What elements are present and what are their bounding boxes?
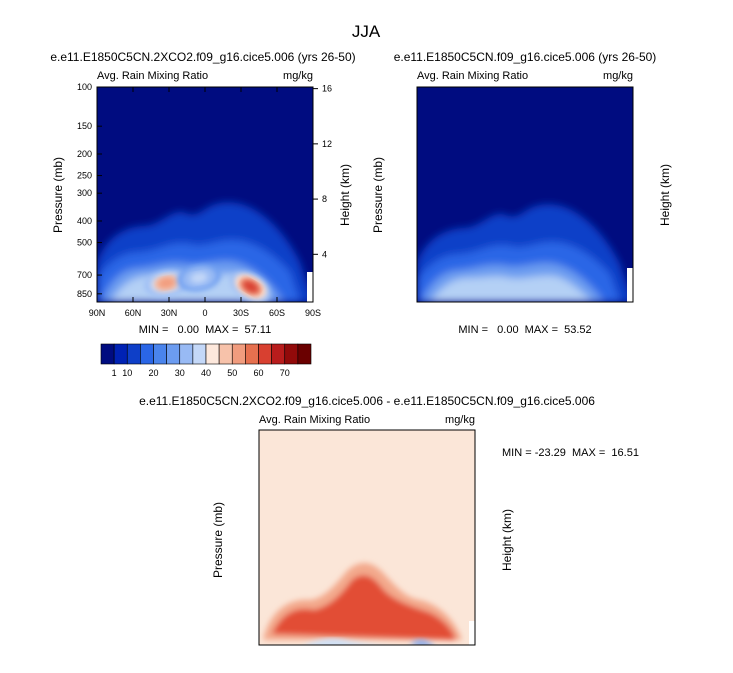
panel-left-label: Avg. Rain Mixing Ratio bbox=[417, 70, 528, 82]
x-tick-label: 0 bbox=[202, 308, 207, 318]
colorbar-cell bbox=[205, 343, 220, 365]
colorbar-cell bbox=[284, 343, 299, 365]
panel-title: e.e11.E1850C5CN.2XCO2.f09_g16.cice5.006 … bbox=[50, 50, 355, 64]
min-max-stats: MIN = 0.00 MAX = 57.11 bbox=[139, 324, 271, 336]
panel-2xco2: e.e11.E1850C5CN.2XCO2.f09_g16.cice5.006 … bbox=[50, 50, 355, 378]
y-ticks: 100 150 200 250 300 400 500 700 850 bbox=[77, 82, 102, 299]
panel-difference: e.e11.E1850C5CN.2XCO2.f09_g16.cice5.006 … bbox=[139, 394, 639, 646]
colorbar-label: 70 bbox=[280, 368, 290, 378]
colorbar-label: 10 bbox=[122, 368, 132, 378]
panel-control: e.e11.E1850C5CN.f09_g16.cice5.006 (yrs 2… bbox=[371, 50, 672, 336]
y2-tick-label: 8 bbox=[322, 194, 327, 204]
plot-features bbox=[144, 264, 271, 302]
colorbar: 1 10 20 30 40 50 60 70 bbox=[100, 343, 312, 378]
colorbar-cell bbox=[100, 343, 115, 365]
colorbar-cell bbox=[153, 343, 167, 365]
field-feature bbox=[190, 272, 208, 284]
x-ticks: 90N 60N 30N 0 30S 60S 90S bbox=[89, 87, 321, 318]
field-feature bbox=[242, 280, 259, 294]
colorbar-cell bbox=[166, 343, 181, 365]
plot-field bbox=[259, 430, 475, 645]
colorbar-cell bbox=[126, 343, 141, 365]
colorbar-label: 30 bbox=[175, 368, 185, 378]
x-tick-label: 90N bbox=[89, 308, 106, 318]
colorbar-cell bbox=[179, 343, 194, 365]
colorbar-cell bbox=[245, 343, 259, 365]
y-tick-label: 400 bbox=[77, 216, 92, 226]
min-max-stats: MIN = -23.29 MAX = 16.51 bbox=[502, 447, 639, 459]
y-axis-title: Pressure (mb) bbox=[371, 157, 385, 233]
y-tick-label: 200 bbox=[77, 149, 92, 159]
y-tick-label: 850 bbox=[77, 289, 92, 299]
y2-tick-label: 4 bbox=[322, 249, 327, 259]
panel-units-label: mg/kg bbox=[283, 70, 313, 82]
y2-axis-title: Height (km) bbox=[338, 164, 352, 226]
panel-units-label: mg/kg bbox=[445, 414, 475, 426]
colorbar-label: 50 bbox=[227, 368, 237, 378]
plot-field bbox=[417, 87, 633, 302]
y-tick-label: 700 bbox=[77, 270, 92, 280]
colorbar-label: 1 bbox=[112, 368, 117, 378]
y-tick-label: 250 bbox=[77, 171, 92, 181]
y-axis-title: Pressure (mb) bbox=[211, 502, 225, 578]
y-tick-label: 100 bbox=[77, 82, 92, 92]
x-tick-label: 30N bbox=[161, 308, 178, 318]
y2-ticks: 16 12 8 4 bbox=[313, 84, 332, 259]
colorbar-cell bbox=[218, 343, 233, 365]
x-tick-label: 90S bbox=[305, 308, 321, 318]
colorbar-label: 40 bbox=[201, 368, 211, 378]
y-tick-label: 300 bbox=[77, 188, 92, 198]
colorbar-cell bbox=[297, 343, 312, 365]
y2-tick-label: 12 bbox=[322, 139, 332, 149]
y2-tick-label: 16 bbox=[322, 84, 332, 94]
y2-axis-title: Height (km) bbox=[500, 509, 514, 571]
min-max-stats: MIN = 0.00 MAX = 53.52 bbox=[458, 324, 591, 336]
x-tick-label: 60N bbox=[125, 308, 142, 318]
field-feature bbox=[157, 277, 176, 289]
figure-title: JJA bbox=[352, 22, 381, 41]
colorbar-label: 60 bbox=[253, 368, 263, 378]
colorbar-label: 20 bbox=[148, 368, 158, 378]
panel-left-label: Avg. Rain Mixing Ratio bbox=[97, 70, 208, 82]
colorbar-cell bbox=[192, 343, 207, 365]
colorbar-cell bbox=[258, 343, 272, 365]
x-tick-label: 30S bbox=[233, 308, 249, 318]
y2-axis-title: Height (km) bbox=[658, 164, 672, 226]
colorbar-cell bbox=[231, 343, 246, 365]
colorbar-cell bbox=[140, 343, 154, 365]
panel-units-label: mg/kg bbox=[603, 70, 633, 82]
y-tick-label: 500 bbox=[77, 238, 92, 248]
panel-title: e.e11.E1850C5CN.f09_g16.cice5.006 (yrs 2… bbox=[394, 50, 657, 64]
panel-left-label: Avg. Rain Mixing Ratio bbox=[259, 414, 370, 426]
y-tick-label: 150 bbox=[77, 121, 92, 131]
x-tick-label: 60S bbox=[269, 308, 285, 318]
colorbar-cell bbox=[271, 343, 286, 365]
y-axis-title: Pressure (mb) bbox=[51, 157, 65, 233]
colorbar-cell bbox=[113, 343, 128, 365]
panel-title: e.e11.E1850C5CN.2XCO2.f09_g16.cice5.006 … bbox=[139, 394, 595, 408]
